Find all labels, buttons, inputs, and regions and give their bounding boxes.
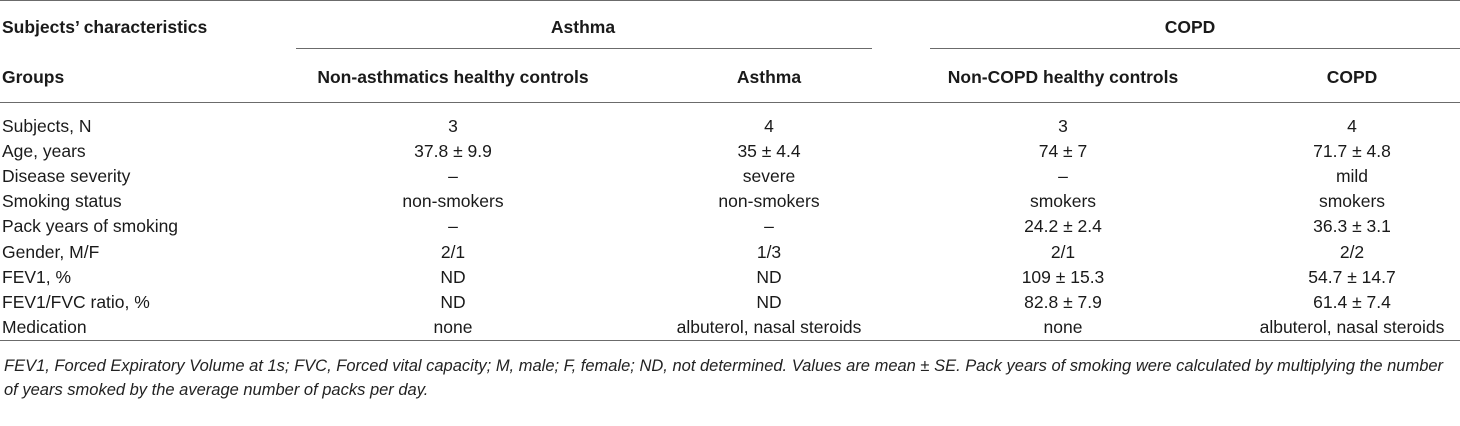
table-cell: smokers (1318, 191, 1386, 212)
column-header: Non-asthmatics healthy controls (317, 67, 589, 87)
table-cell: ND (440, 291, 466, 312)
table-cell: severe (742, 166, 796, 187)
table-cell: 3 (448, 116, 458, 136)
table-cell: none (1043, 316, 1083, 337)
table-cell: 71.7 ± 4.8 (1313, 141, 1391, 162)
table-cell: albuterol, nasal steroids (676, 316, 862, 337)
row-label: FEV1/FVC ratio, % (2, 291, 150, 312)
table-cell: 74 ± 7 (1038, 141, 1088, 162)
row-label: Pack years of smoking (2, 216, 179, 237)
table-cell: – (1058, 166, 1068, 187)
column-header: Asthma (736, 67, 802, 87)
row-label: Age, years (2, 141, 86, 162)
table-cell: 4 (1347, 116, 1357, 136)
table-cell: 37.8 ± 9.9 (414, 141, 492, 162)
table-cell: smokers (1029, 191, 1097, 212)
column-header: COPD (1326, 67, 1378, 87)
table-cell: – (764, 216, 774, 237)
table-cell: non-smokers (402, 191, 504, 212)
header-bottom-rule (0, 102, 1460, 103)
table-cell: – (448, 216, 458, 237)
table-cell: none (433, 316, 473, 337)
header-group-copd: COPD (1164, 17, 1216, 37)
table-cell: 54.7 ± 14.7 (1308, 266, 1396, 287)
column-header: Non-COPD healthy controls (947, 67, 1179, 87)
table-cell: 82.8 ± 7.9 (1024, 291, 1102, 312)
table-bottom-rule (0, 340, 1460, 341)
table-cell: mild (1335, 166, 1369, 187)
asthma-group-rule (296, 48, 872, 49)
row-label: FEV1, % (2, 266, 72, 287)
table-cell: 61.4 ± 7.4 (1313, 291, 1391, 312)
row-label: Smoking status (2, 191, 122, 212)
table-cell: 2/1 (1050, 241, 1076, 262)
table-cell: 2/2 (1339, 241, 1365, 262)
table-cell: ND (756, 266, 782, 287)
header-characteristics-label: Subjects’ characteristics (2, 17, 208, 37)
row-label: Medication (2, 316, 87, 337)
table-cell: ND (756, 291, 782, 312)
table-cell: albuterol, nasal steroids (1259, 316, 1445, 337)
table-cell: 2/1 (440, 241, 466, 262)
table-cell: 36.3 ± 3.1 (1313, 216, 1391, 237)
table-cell: – (448, 166, 458, 187)
table-cell: 3 (1058, 116, 1068, 136)
table-cell: 24.2 ± 2.4 (1024, 216, 1102, 237)
row-label: Gender, M/F (2, 241, 100, 262)
header-group-asthma: Asthma (550, 17, 616, 37)
table-cell: ND (440, 266, 466, 287)
row-label: Subjects, N (2, 116, 92, 136)
table-cell: 4 (764, 116, 774, 136)
table-cell: 35 ± 4.4 (737, 141, 801, 162)
table-cell: 1/3 (756, 241, 782, 262)
table-top-rule (0, 0, 1460, 1)
header-groups-label: Groups (2, 67, 65, 87)
copd-group-rule (930, 48, 1460, 49)
table-cell: non-smokers (718, 191, 820, 212)
row-label: Disease severity (2, 166, 131, 187)
table-cell: 109 ± 15.3 (1021, 266, 1105, 287)
table-footnote: FEV1, Forced Expiratory Volume at 1s; FV… (4, 357, 1444, 399)
